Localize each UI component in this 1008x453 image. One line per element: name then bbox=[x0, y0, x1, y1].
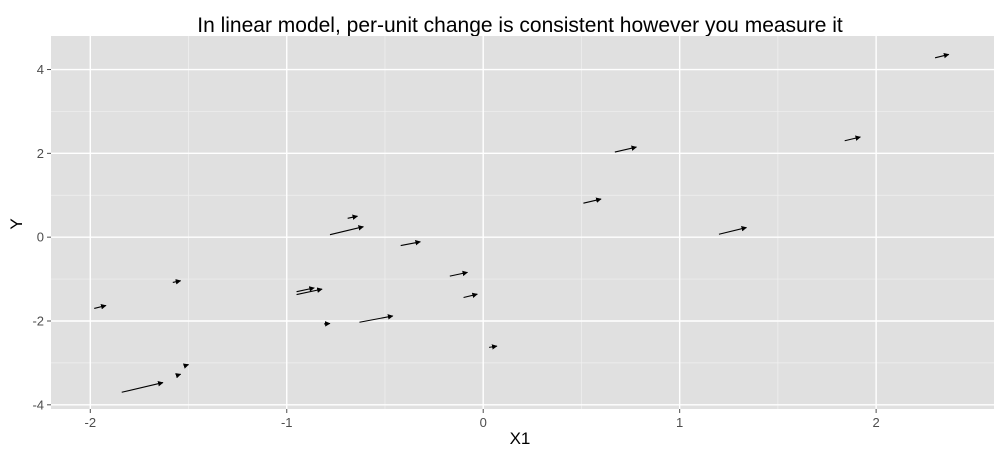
y-tick-label: 0 bbox=[37, 230, 44, 245]
x-tick-label: -1 bbox=[281, 415, 293, 430]
arrow-segment bbox=[400, 240, 421, 247]
arrow-segment bbox=[329, 225, 364, 236]
arrow-segment bbox=[489, 344, 498, 350]
arrow-segment bbox=[718, 226, 747, 235]
y-tick-label: 4 bbox=[37, 62, 44, 77]
arrow-segment bbox=[182, 363, 190, 369]
arrow-segment bbox=[296, 287, 323, 296]
arrow-segment bbox=[449, 270, 469, 277]
arrow-segment bbox=[844, 135, 861, 142]
arrow-segment bbox=[121, 381, 164, 393]
arrow-segment bbox=[614, 145, 637, 153]
plot-panel bbox=[51, 36, 994, 409]
arrow-segment bbox=[175, 373, 182, 379]
arrow-segment bbox=[296, 286, 315, 293]
arrow-segment bbox=[934, 52, 950, 59]
arrow-segment bbox=[94, 304, 107, 310]
arrow-segment bbox=[583, 197, 602, 204]
y-tick-label: -2 bbox=[32, 313, 44, 328]
major-gridlines bbox=[51, 36, 994, 409]
x-tick-label: 2 bbox=[873, 415, 880, 430]
x-axis-title: X1 bbox=[510, 429, 531, 448]
x-tick-label: 1 bbox=[676, 415, 683, 430]
y-axis-ticks: -4 -2 0 2 4 bbox=[32, 62, 51, 412]
arrow-segments bbox=[94, 52, 950, 393]
minor-gridlines bbox=[51, 36, 994, 409]
arrow-segment bbox=[347, 214, 359, 220]
chart-title: In linear model, per-unit change is cons… bbox=[197, 14, 843, 37]
arrow-segment bbox=[463, 292, 478, 299]
arrow-segment bbox=[359, 314, 394, 323]
arrow-segment bbox=[172, 279, 182, 285]
y-axis-title: Y bbox=[7, 218, 26, 229]
y-tick-label: 2 bbox=[37, 146, 44, 161]
y-tick-label: -4 bbox=[32, 397, 44, 412]
x-axis-ticks: -2 -1 0 1 2 bbox=[85, 409, 880, 430]
x-tick-label: 0 bbox=[480, 415, 487, 430]
x-tick-label: -2 bbox=[85, 415, 97, 430]
